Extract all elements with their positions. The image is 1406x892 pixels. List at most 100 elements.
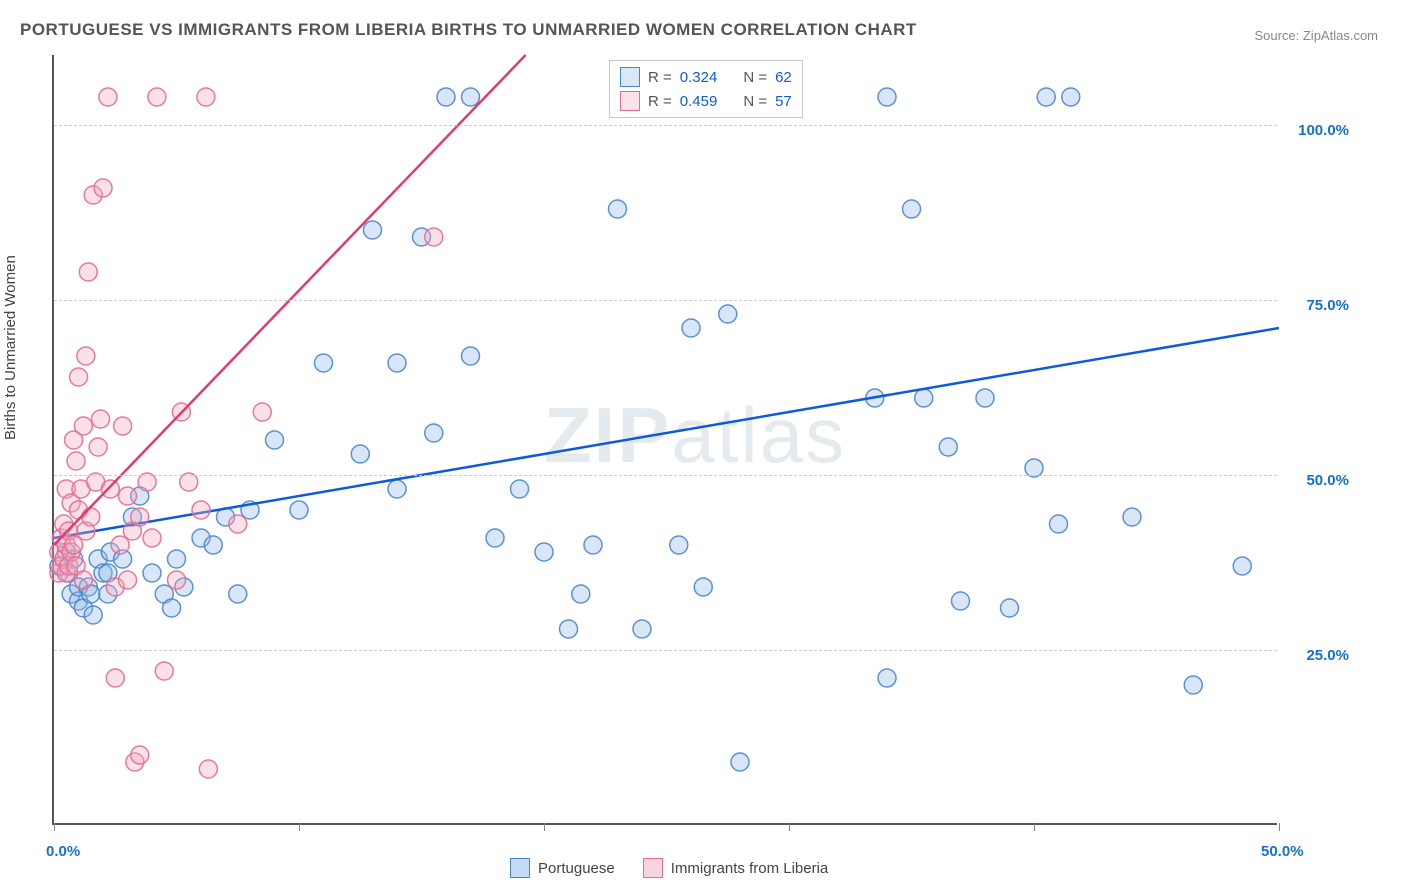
legend-r-value: 0.324 xyxy=(680,69,718,86)
data-point xyxy=(572,585,590,603)
data-point xyxy=(609,200,627,218)
y-tick-label: 75.0% xyxy=(1306,297,1349,314)
legend-row: R = 0.459 N = 57 xyxy=(620,91,792,111)
legend-swatch xyxy=(620,67,640,87)
data-point xyxy=(584,536,602,554)
data-point xyxy=(204,536,222,554)
data-point xyxy=(163,599,181,617)
x-tick-label: 50.0% xyxy=(1261,843,1304,860)
y-axis-label: Births to Unmarried Women xyxy=(2,255,19,440)
data-point xyxy=(425,228,443,246)
data-point xyxy=(290,501,308,519)
data-point xyxy=(535,543,553,561)
data-point xyxy=(939,438,957,456)
data-point xyxy=(229,585,247,603)
grid-line-h xyxy=(54,475,1277,476)
data-point xyxy=(94,179,112,197)
data-point xyxy=(101,480,119,498)
data-point xyxy=(148,88,166,106)
source-attribution: Source: ZipAtlas.com xyxy=(1254,28,1378,43)
data-point xyxy=(99,88,117,106)
data-point xyxy=(694,578,712,596)
x-tick xyxy=(789,823,790,831)
legend-n-label: N = xyxy=(743,69,767,86)
data-point xyxy=(266,431,284,449)
legend-series-name: Portuguese xyxy=(538,860,615,877)
series-legend: Portuguese Immigrants from Liberia xyxy=(510,858,828,878)
legend-swatch xyxy=(643,858,663,878)
data-point xyxy=(437,88,455,106)
data-point xyxy=(878,88,896,106)
grid-line-h xyxy=(54,300,1277,301)
data-point xyxy=(74,571,92,589)
data-point xyxy=(315,354,333,372)
data-point xyxy=(388,354,406,372)
legend-r-label: R = xyxy=(648,93,672,110)
data-point xyxy=(878,669,896,687)
grid-line-h xyxy=(54,650,1277,651)
data-point xyxy=(1233,557,1251,575)
regression-line xyxy=(54,328,1279,538)
x-tick xyxy=(1034,823,1035,831)
data-point xyxy=(976,389,994,407)
data-point xyxy=(253,403,271,421)
data-point xyxy=(682,319,700,337)
data-point xyxy=(143,529,161,547)
chart-title: PORTUGUESE VS IMMIGRANTS FROM LIBERIA BI… xyxy=(20,20,917,40)
legend-bottom-item: Immigrants from Liberia xyxy=(643,858,829,878)
legend-n-value: 62 xyxy=(775,69,792,86)
data-point xyxy=(1050,515,1068,533)
scatter-svg xyxy=(54,55,1279,825)
legend-series-name: Immigrants from Liberia xyxy=(671,860,829,877)
x-tick-label: 0.0% xyxy=(46,843,80,860)
data-point xyxy=(670,536,688,554)
x-tick xyxy=(1279,823,1280,831)
data-point xyxy=(903,200,921,218)
data-point xyxy=(143,564,161,582)
data-point xyxy=(1001,599,1019,617)
data-point xyxy=(106,669,124,687)
grid-line-h xyxy=(54,125,1277,126)
data-point xyxy=(1037,88,1055,106)
data-point xyxy=(77,347,95,365)
legend-n-value: 57 xyxy=(775,93,792,110)
data-point xyxy=(131,508,149,526)
data-point xyxy=(82,508,100,526)
data-point xyxy=(719,305,737,323)
data-point xyxy=(511,480,529,498)
x-tick xyxy=(299,823,300,831)
data-point xyxy=(1123,508,1141,526)
data-point xyxy=(119,571,137,589)
legend-row: R = 0.324 N = 62 xyxy=(620,67,792,87)
legend-bottom-item: Portuguese xyxy=(510,858,615,878)
data-point xyxy=(192,501,210,519)
data-point xyxy=(131,746,149,764)
data-point xyxy=(89,438,107,456)
legend-swatch xyxy=(620,91,640,111)
data-point xyxy=(1062,88,1080,106)
data-point xyxy=(199,760,217,778)
data-point xyxy=(952,592,970,610)
data-point xyxy=(79,263,97,281)
legend-r-value: 0.459 xyxy=(680,93,718,110)
data-point xyxy=(84,606,102,624)
y-tick-label: 25.0% xyxy=(1306,647,1349,664)
data-point xyxy=(462,347,480,365)
data-point xyxy=(168,550,186,568)
data-point xyxy=(114,417,132,435)
legend-r-label: R = xyxy=(648,69,672,86)
data-point xyxy=(67,452,85,470)
y-tick-label: 100.0% xyxy=(1298,122,1349,139)
plot-area: ZIPatlas R = 0.324N = 62R = 0.459N = 57 … xyxy=(52,55,1277,825)
data-point xyxy=(74,417,92,435)
x-tick xyxy=(54,823,55,831)
data-point xyxy=(425,424,443,442)
correlation-legend: R = 0.324 N = 62 R = 0.459 N = 57 xyxy=(609,60,803,118)
data-point xyxy=(229,515,247,533)
data-point xyxy=(731,753,749,771)
legend-swatch xyxy=(510,858,530,878)
data-point xyxy=(351,445,369,463)
data-point xyxy=(155,662,173,680)
legend-n-label: N = xyxy=(743,93,767,110)
data-point xyxy=(915,389,933,407)
